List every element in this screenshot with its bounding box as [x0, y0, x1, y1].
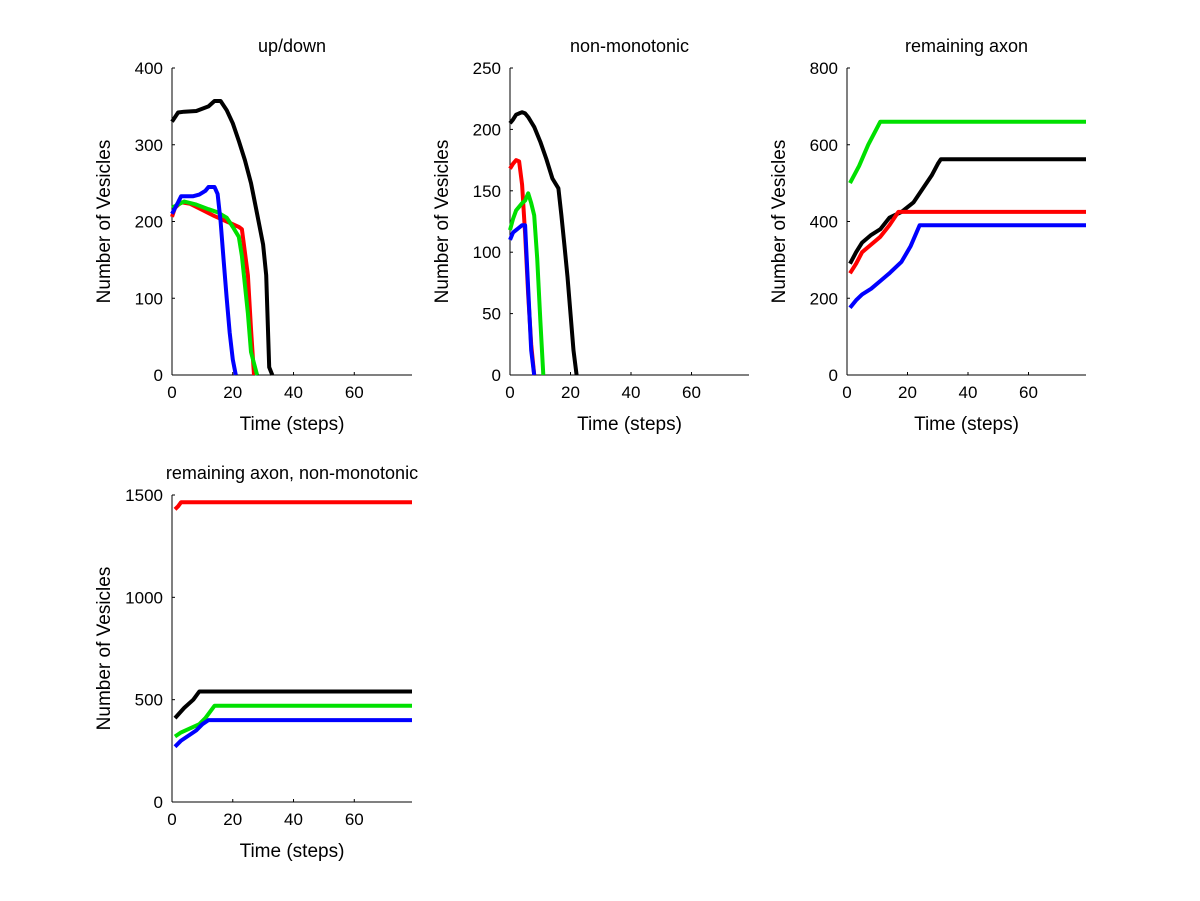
x-tick-label: 40 [959, 383, 978, 402]
x-tick-label: 60 [345, 810, 364, 829]
chart-title: remaining axon [905, 36, 1028, 56]
x-tick-label: 60 [1019, 383, 1038, 402]
chart-title: remaining axon, non-monotonic [166, 463, 418, 483]
y-axis-label: Number of Vesicles [769, 140, 790, 304]
y-tick-label: 100 [135, 289, 163, 308]
series-line-red [170, 200, 256, 376]
series-line-red [848, 209, 1086, 275]
y-tick-label: 800 [810, 59, 838, 78]
series-line-green [171, 199, 260, 376]
series-line-green [848, 119, 1086, 185]
y-tick-label: 1500 [125, 486, 163, 505]
y-tick-label: 150 [473, 182, 501, 201]
x-tick-label: 0 [167, 810, 176, 829]
y-tick-label: 500 [135, 691, 163, 710]
chart-panel: up/down 0 20 40 60 0 100 200 300 400 Time (steps) N… [94, 36, 412, 435]
y-tick-label: 0 [154, 366, 163, 385]
series-line-blue [848, 223, 1086, 310]
series-line-black [508, 110, 579, 376]
x-tick-label: 40 [284, 810, 303, 829]
series-line-black [170, 99, 275, 376]
y-tick-label: 200 [810, 289, 838, 308]
x-tick-label: 20 [561, 383, 580, 402]
series-line-green [173, 703, 412, 739]
x-axis-label: Time (steps) [240, 414, 345, 435]
x-tick-label: 40 [622, 383, 641, 402]
y-tick-label: 400 [810, 213, 838, 232]
series-line-black [173, 689, 412, 720]
y-axis-label: Number of Vesicles [432, 140, 453, 304]
x-axis-label: Time (steps) [240, 841, 345, 862]
x-tick-label: 40 [284, 383, 303, 402]
y-tick-label: 100 [473, 243, 501, 262]
y-tick-label: 1000 [125, 588, 163, 607]
y-tick-label: 0 [829, 366, 838, 385]
x-tick-label: 20 [223, 383, 242, 402]
chart-title: non-monotonic [570, 36, 689, 56]
y-tick-label: 400 [135, 59, 163, 78]
x-tick-label: 20 [898, 383, 917, 402]
y-tick-label: 250 [473, 59, 501, 78]
y-tick-label: 50 [482, 305, 501, 324]
x-axis-label: Time (steps) [914, 414, 1019, 435]
y-axis-label: Number of Vesicles [94, 140, 115, 304]
series-line-blue [508, 223, 537, 376]
series-line-red [173, 500, 412, 511]
series-line-blue [170, 185, 238, 376]
y-axis-label: Number of Vesicles [94, 567, 115, 731]
series-line-blue [173, 718, 412, 749]
y-tick-label: 0 [154, 793, 163, 812]
chart-panel: remaining axon, non-monotonic 0 20 40 60 0 500… [94, 463, 418, 862]
y-tick-label: 200 [473, 120, 501, 139]
x-tick-label: 20 [223, 810, 242, 829]
x-tick-label: 0 [167, 383, 176, 402]
x-tick-label: 0 [505, 383, 514, 402]
x-tick-label: 60 [345, 383, 364, 402]
y-tick-label: 300 [135, 136, 163, 155]
chart-title: up/down [258, 36, 326, 56]
series-line-green [508, 191, 546, 376]
y-tick-label: 0 [492, 366, 501, 385]
y-tick-label: 200 [135, 213, 163, 232]
chart-panel: non-monotonic 0 20 40 60 0 50 100 150 200 250 Time … [432, 36, 749, 435]
y-tick-label: 600 [810, 136, 838, 155]
x-tick-label: 0 [842, 383, 851, 402]
x-tick-label: 60 [682, 383, 701, 402]
x-axis-label: Time (steps) [577, 414, 682, 435]
